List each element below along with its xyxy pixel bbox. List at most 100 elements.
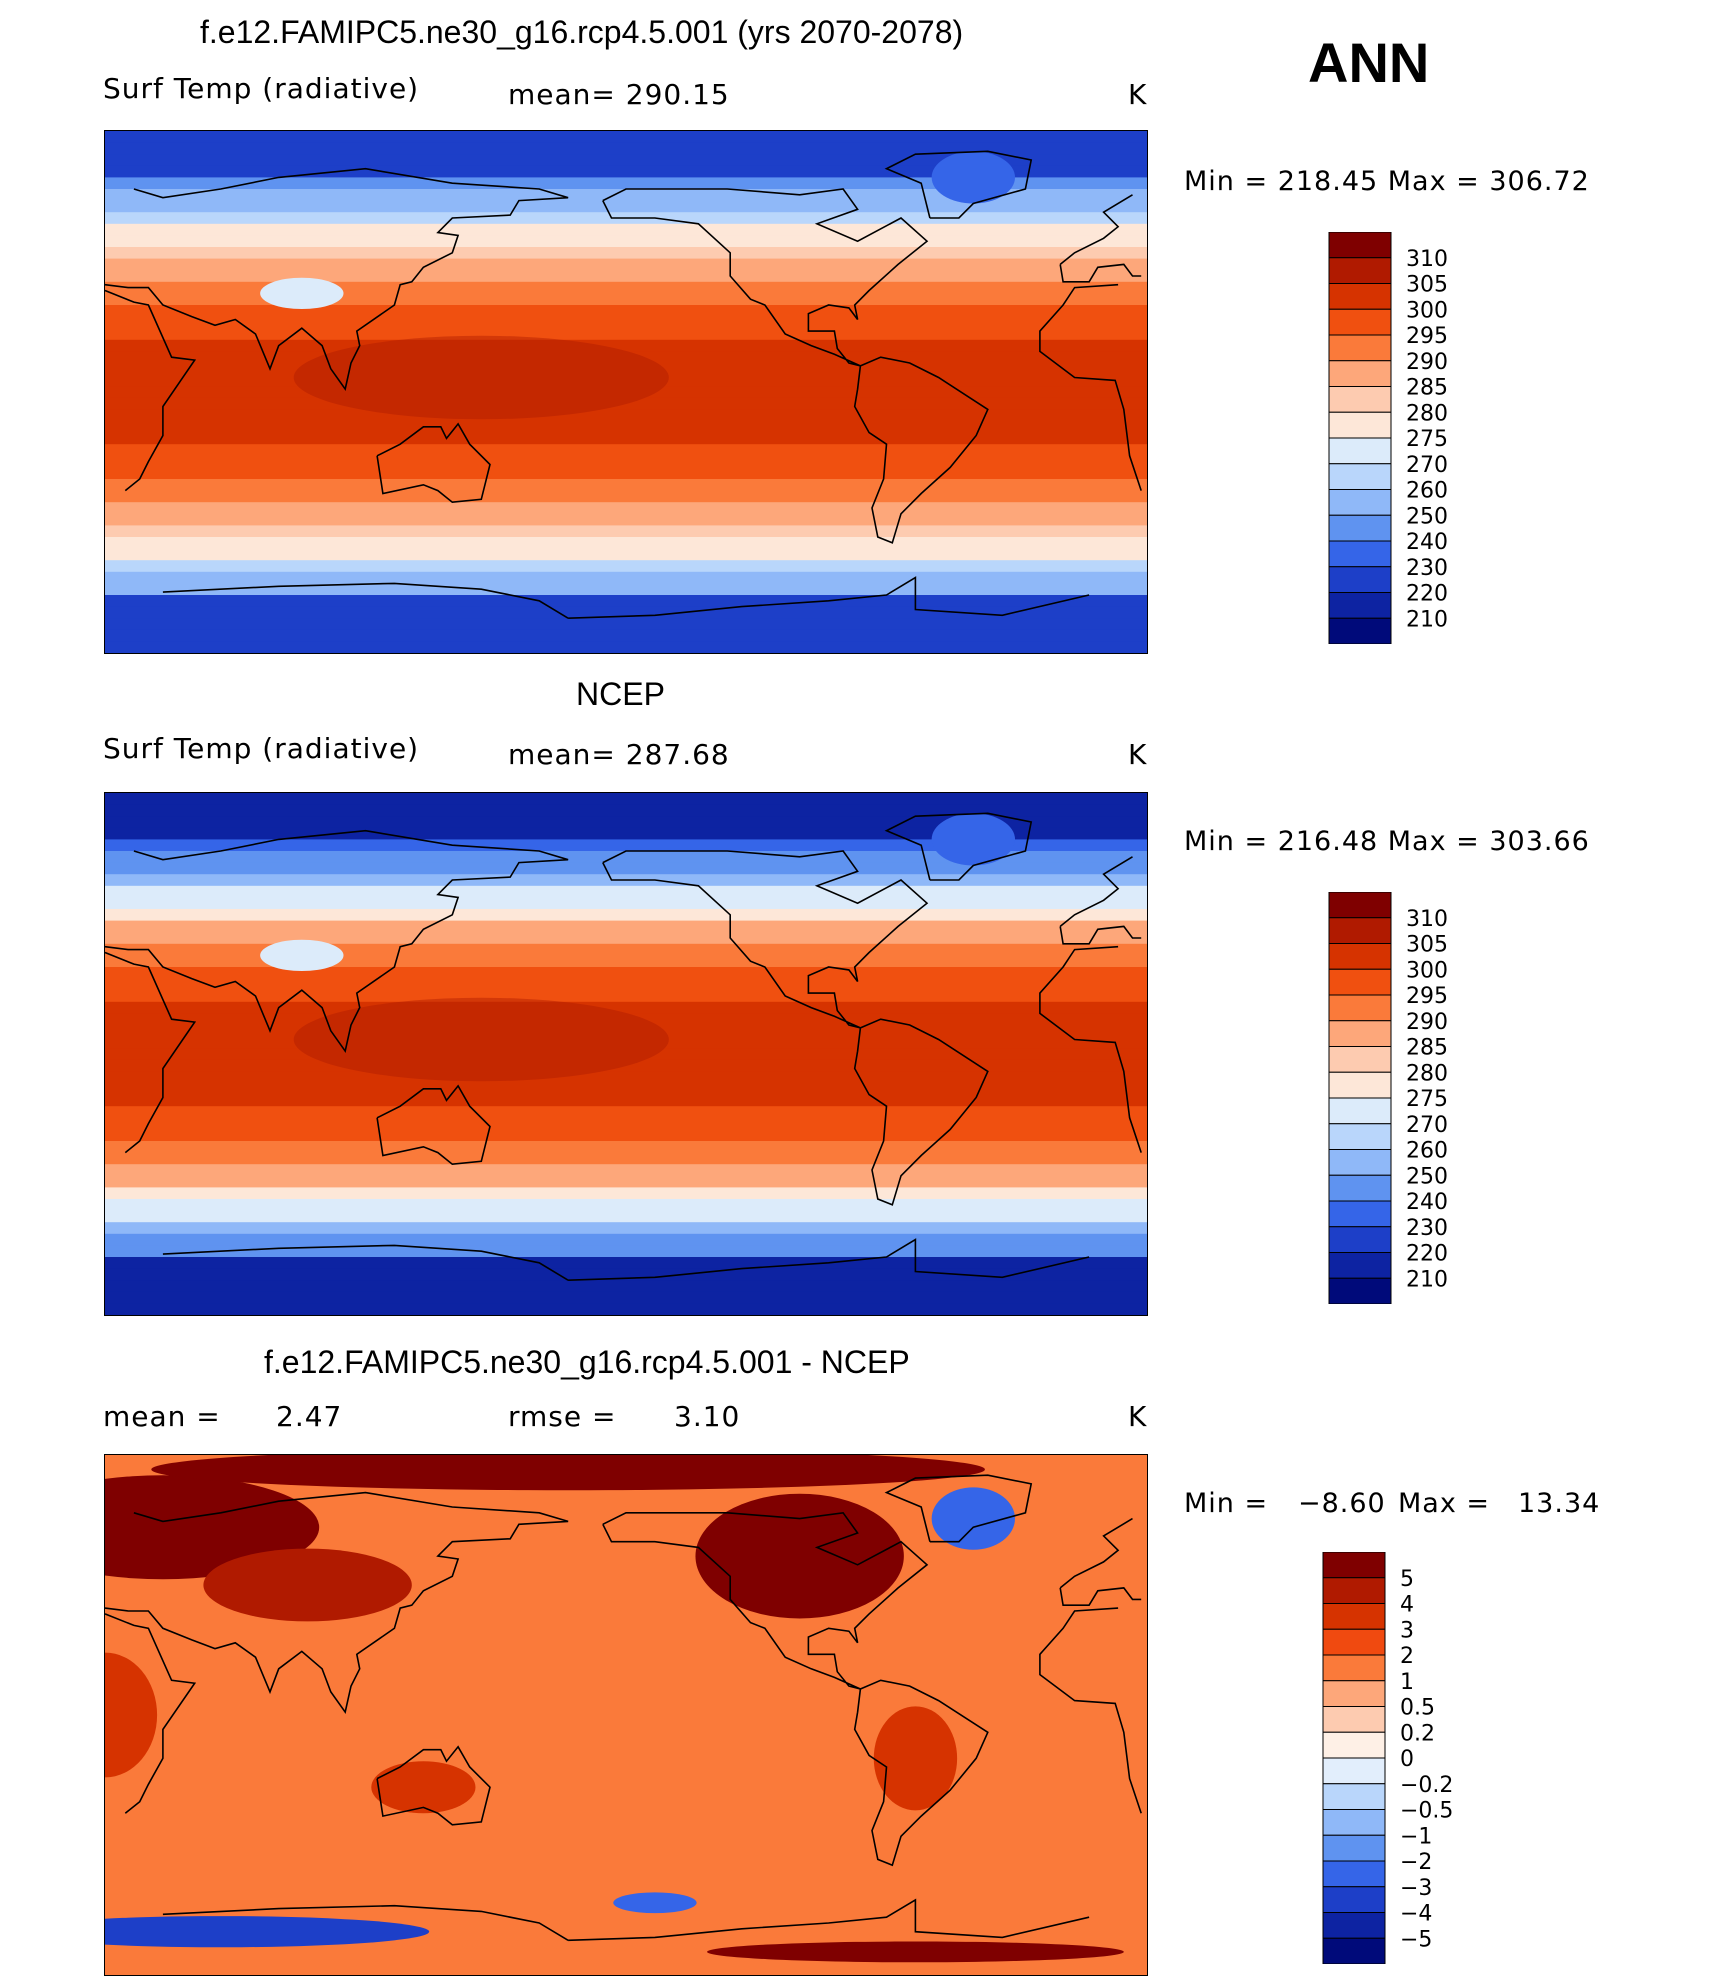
temperature-band [105,955,1147,968]
temperature-band [105,560,1147,573]
temperature-band [105,235,1147,248]
colorbar-tick-label: 0.2 [1400,1721,1435,1746]
temperature-band [105,920,1147,933]
colorbar-tick-label: −4 [1400,1902,1432,1927]
coastline [884,1474,1033,1543]
temperature-band [105,1059,1147,1072]
colorbar-segment [1322,1628,1386,1656]
colorbar-segment [1322,1912,1386,1939]
temperature-band [105,374,1147,387]
colorbar-segment [1328,257,1392,284]
temperature-band [105,885,1147,898]
colorbar-tick-label: 275 [1406,1087,1448,1112]
colorbar-segment [1322,1860,1386,1888]
panel3-min-label: Min = [1184,1488,1269,1519]
colorbar-tick-label: 270 [1406,1113,1448,1138]
colorbar-tick-label: 4 [1400,1593,1414,1618]
temperature-band [105,316,1147,329]
temperature-band [105,351,1147,364]
colorbar-segment [1328,994,1392,1022]
colorbar-segment [1322,1731,1386,1759]
colorbar-segment [1328,386,1392,413]
colorbar-segment [1322,1654,1386,1682]
colorbar-segment [1322,1809,1386,1836]
coastline [376,1084,491,1166]
temperature-band [105,397,1147,410]
colorbar-segment [1328,334,1392,362]
difference-anomaly [105,1652,158,1778]
difference-anomaly [873,1706,958,1811]
colorbar-segment [1328,917,1392,944]
temperature-band [105,583,1147,596]
temperature-band [105,421,1147,434]
colorbar-segment [1328,231,1392,259]
panel2-units: K [1128,738,1148,771]
greenland-cold [931,151,1016,204]
temperature-band [105,897,1147,910]
colorbar-tick-label: 310 [1406,907,1448,932]
colorbar-tick-label: 300 [1406,298,1448,323]
colorbar-segment [1328,1174,1392,1202]
temperature-band [105,258,1147,271]
colorbar-segment [1328,463,1392,490]
temperature-band [105,200,1147,213]
temperature-band [105,455,1147,468]
colorbar-segment [1328,540,1392,568]
temperature-band [105,1129,1147,1142]
difference-anomaly [151,1455,985,1491]
temperature-band [105,513,1147,526]
panel3-units: K [1128,1400,1148,1433]
colorbar-segment [1328,566,1392,593]
panel3-mean-value: 2.47 [276,1400,343,1433]
panel2-variable-label: Surf Temp (radiative) [103,732,420,765]
colorbar-tick-label: 305 [1406,273,1448,298]
colorbar-tick-label: 270 [1406,453,1448,478]
temperature-band [105,1001,1147,1014]
colorbar-tick-label: 260 [1406,1139,1448,1164]
temperature-band [105,1013,1147,1026]
temperature-band [105,793,1147,806]
colorbar-tick-label: 305 [1406,933,1448,958]
colorbar-tick-label: −5 [1400,1927,1432,1952]
panel1-colorbar: 310 305 300 295 290 285 280 275 270 260 250 240 230 2… [1328,231,1488,645]
difference-anomaly [105,1916,430,1948]
temperature-band [105,1291,1147,1304]
panel3-max-value: 13.34 [1518,1488,1601,1519]
temperature-band [105,1141,1147,1154]
colorbar-segment [1328,968,1392,996]
coastline [105,829,1142,1054]
colorbar-segment [1328,1277,1392,1305]
temperature-band [105,862,1147,875]
colorbar-segment [1328,1046,1392,1073]
panel3-title: f.e12.FAMIPC5.ne30_g16.rcp4.5.001 - NCEP [264,1344,910,1380]
temperature-band [105,270,1147,283]
temperature-band [105,1175,1147,1188]
temperature-band [105,247,1147,260]
colorbar-tick-label: 5 [1400,1567,1414,1592]
coastline [853,356,989,544]
temperature-band [105,571,1147,584]
coastline [105,167,1142,392]
coastline [105,1607,1142,1814]
temperature-band [105,1094,1147,1107]
panel1-units: K [1128,78,1148,111]
temperature-band [105,1268,1147,1281]
temperature-band [105,1280,1147,1293]
colorbar-segment [1328,437,1392,465]
temperature-band [105,223,1147,236]
temperature-band [105,1233,1147,1246]
colorbar-segment [1328,1020,1392,1047]
temperature-band [105,1210,1147,1223]
temperature-band [105,490,1147,503]
colorbar-tick-label: 240 [1406,1190,1448,1215]
colorbar-tick-label: 290 [1406,350,1448,375]
coastline [376,422,491,504]
colorbar-tick-label: 210 [1406,607,1448,632]
colorbar-tick-label: 1 [1400,1670,1414,1695]
panel3-min-value: −8.60 [1298,1488,1386,1519]
panel1-map [104,130,1148,654]
panel2-map [104,792,1148,1316]
warm-pool [293,335,669,420]
cold-anomaly [260,939,344,972]
colorbar-tick-label: 290 [1406,1010,1448,1035]
